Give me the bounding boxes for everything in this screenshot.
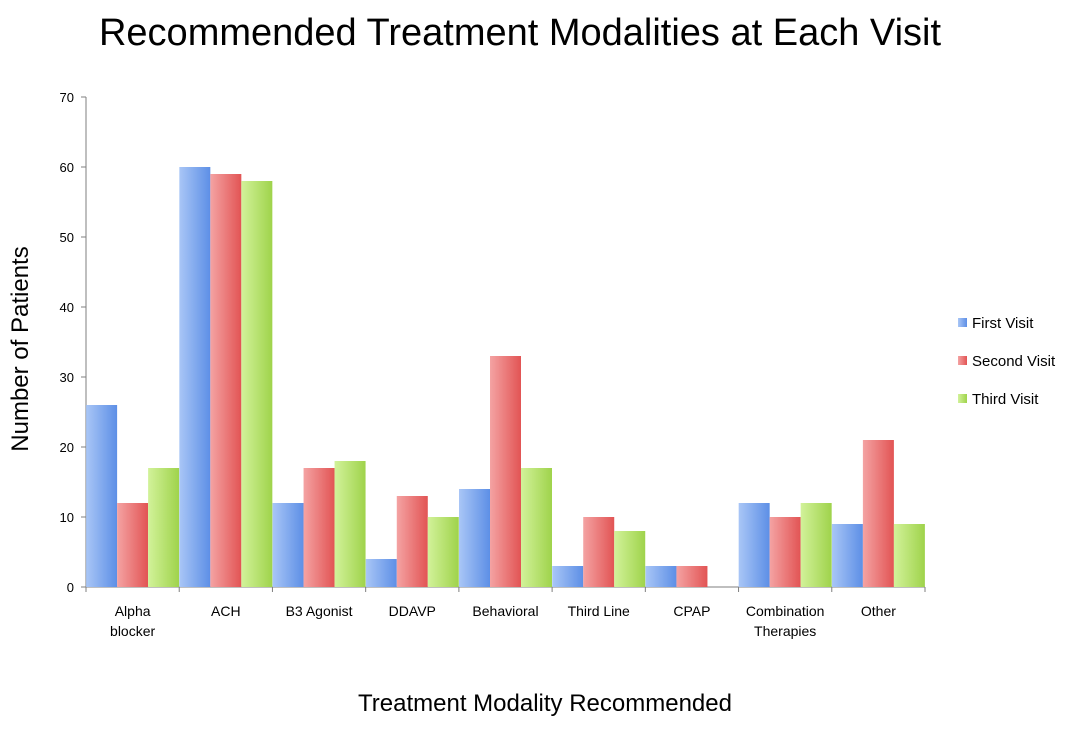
x-category-label: Behavioral [472, 603, 538, 619]
legend-label: First Visit [972, 315, 1034, 332]
bar-second-visit [676, 566, 708, 587]
legend-label: Third Visit [972, 391, 1039, 408]
bar-first-visit [365, 559, 397, 587]
bar-third-visit [241, 181, 273, 587]
bar-second-visit [490, 356, 521, 587]
bar-first-visit [645, 566, 677, 587]
bar-second-visit [210, 174, 242, 587]
x-category-label: Alpha [115, 603, 151, 619]
bar-first-visit [179, 167, 211, 587]
bar-third-visit [800, 503, 832, 587]
bar-first-visit [86, 405, 118, 587]
x-category-label: CPAP [673, 603, 710, 619]
x-category-label: Other [861, 603, 896, 619]
chart-title: Recommended Treatment Modalities at Each… [99, 12, 941, 54]
bar-first-visit [272, 503, 304, 587]
x-axis-label: Treatment Modality Recommended [358, 690, 732, 717]
bar-first-visit [459, 489, 490, 587]
x-category-label: blocker [110, 623, 155, 639]
bar-third-visit [521, 468, 552, 587]
legend-label: Second Visit [972, 353, 1056, 370]
y-tick-label: 10 [60, 510, 74, 525]
y-tick-label: 50 [60, 230, 74, 245]
x-category-label: Third Line [568, 603, 630, 619]
y-axis-label: Number of Patients [7, 246, 34, 451]
bar-second-visit [396, 496, 428, 587]
bar-third-visit [614, 531, 646, 587]
bar-second-visit [117, 503, 149, 587]
y-tick-label: 30 [60, 370, 74, 385]
x-category-label: B3 Agonist [286, 603, 353, 619]
bar-first-visit [831, 524, 863, 587]
y-tick-group: 0 10 20 30 40 50 60 70 [60, 90, 86, 595]
bar-second-visit [769, 517, 801, 587]
legend-swatch [958, 356, 967, 365]
x-category-label: ACH [211, 603, 241, 619]
x-category-label: Combination [746, 603, 825, 619]
legend: First Visit Second Visit Third Visit [958, 315, 1056, 408]
bar-third-visit [427, 517, 459, 587]
bar-second-visit [583, 517, 615, 587]
bar-third-visit [893, 524, 925, 587]
bar-third-visit [334, 461, 366, 587]
x-tick-group: Alpha blocker ACH B3 Agonist DDAVP Behavioral… [85, 587, 926, 639]
x-category-label: Therapies [754, 623, 816, 639]
bar-group [86, 167, 925, 587]
y-tick-label: 20 [60, 440, 74, 455]
y-tick-label: 70 [60, 90, 74, 105]
legend-swatch [958, 318, 967, 327]
bar-first-visit [738, 503, 770, 587]
y-tick-label: 40 [60, 300, 74, 315]
y-tick-label: 60 [60, 160, 74, 175]
legend-swatch [958, 394, 967, 403]
bar-first-visit [552, 566, 584, 587]
bar-second-visit [862, 440, 894, 587]
x-category-label: DDAVP [389, 603, 436, 619]
bar-third-visit [148, 468, 180, 587]
y-tick-label: 0 [67, 580, 74, 595]
bar-second-visit [303, 468, 335, 587]
